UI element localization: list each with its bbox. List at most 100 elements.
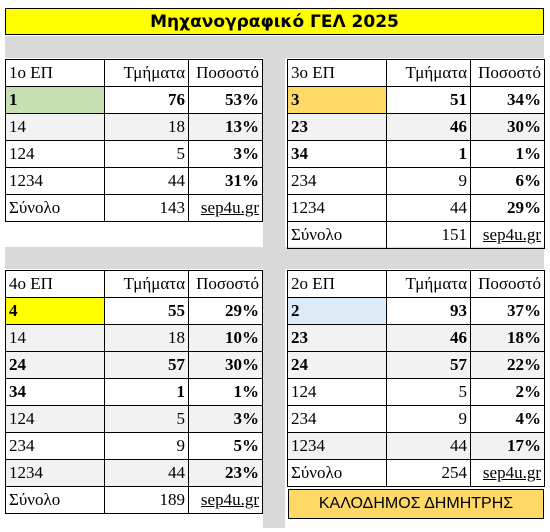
table-ep1: 1ο ΕΠ Τμήματα Ποσοστό 1 76 53% 14 18 13%…: [5, 59, 263, 222]
row-sections: 1: [104, 378, 189, 406]
row-label: 24: [5, 351, 105, 379]
row-percent: 1%: [188, 378, 263, 406]
sep4u-link[interactable]: sep4u.gr: [470, 221, 545, 249]
header-sections: Τμήματα: [386, 270, 471, 298]
sep4u-link[interactable]: sep4u.gr: [470, 459, 545, 487]
row-sections: 46: [386, 113, 471, 141]
header-sections: Τμήματα: [386, 59, 471, 87]
row-percent: 1%: [470, 140, 545, 168]
row-label: 24: [287, 351, 387, 379]
row-label: 34: [287, 140, 387, 168]
header-sections: Τμήματα: [104, 270, 189, 298]
table-row: 1234 44 23%: [5, 459, 263, 487]
row-percent: 6%: [470, 167, 545, 195]
total-sections: 189: [104, 486, 189, 514]
header-label: 1ο ΕΠ: [5, 59, 105, 87]
row-percent: 30%: [470, 113, 545, 141]
sheet-title: Μηχανογραφικό ΓΕΛ 2025: [5, 8, 544, 35]
sep4u-link[interactable]: sep4u.gr: [188, 486, 263, 514]
row-percent: 3%: [188, 140, 263, 168]
header-percent: Ποσοστό: [470, 270, 545, 298]
spacer-column: [263, 58, 285, 528]
row-label: 1234: [287, 432, 387, 460]
table-row: 234 9 5%: [5, 432, 263, 460]
row-sections: 5: [104, 140, 189, 168]
table-row: 124 5 2%: [287, 378, 545, 406]
header-percent: Ποσοστό: [188, 270, 263, 298]
total-row: Σύνολο 151 sep4u.gr: [287, 221, 545, 249]
row-sections: 44: [104, 459, 189, 487]
table-row: 14 18 10%: [5, 324, 263, 352]
table-ep3: 3ο ΕΠ Τμήματα Ποσοστό 3 51 34% 23 46 30%…: [287, 59, 545, 249]
row-sections: 9: [386, 167, 471, 195]
table-row: 34 1 1%: [287, 140, 545, 168]
row-sections: 18: [104, 113, 189, 141]
row-label: 34: [5, 378, 105, 406]
row-sections: 44: [386, 194, 471, 222]
total-label: Σύνολο: [287, 221, 387, 249]
table-header: 4ο ΕΠ Τμήματα Ποσοστό: [5, 270, 263, 298]
row-sections: 44: [104, 167, 189, 195]
total-label: Σύνολο: [5, 194, 105, 222]
row-label: 234: [287, 167, 387, 195]
table-ep4: 4ο ΕΠ Τμήματα Ποσοστό 4 55 29% 14 18 10%…: [5, 270, 263, 514]
row-sections: 5: [386, 378, 471, 406]
table-row: 124 5 3%: [5, 140, 263, 168]
row-label: 124: [5, 140, 105, 168]
row-sections: 46: [386, 324, 471, 352]
row-percent: 2%: [470, 378, 545, 406]
table-row: 24 57 22%: [287, 351, 545, 379]
row-percent: 37%: [470, 297, 545, 325]
row-label: 23: [287, 113, 387, 141]
row-percent: 34%: [470, 86, 545, 114]
row-label: 124: [5, 405, 105, 433]
row-percent: 13%: [188, 113, 263, 141]
row-percent: 31%: [188, 167, 263, 195]
table-row: 14 18 13%: [5, 113, 263, 141]
row-sections: 18: [104, 324, 189, 352]
spacer-row: [5, 36, 544, 58]
row-percent: 10%: [188, 324, 263, 352]
row-percent: 29%: [470, 194, 545, 222]
table-row: 234 9 4%: [287, 405, 545, 433]
row-sections: 1: [386, 140, 471, 168]
total-label: Σύνολο: [287, 459, 387, 487]
row-sections: 55: [104, 297, 189, 325]
table-row: 34 1 1%: [5, 378, 263, 406]
row-percent: 3%: [188, 405, 263, 433]
total-sections: 143: [104, 194, 189, 222]
header-label: 2ο ΕΠ: [287, 270, 387, 298]
table-row: 24 57 30%: [5, 351, 263, 379]
row-sections: 5: [104, 405, 189, 433]
table-row: 124 5 3%: [5, 405, 263, 433]
row-percent: 5%: [188, 432, 263, 460]
header-sections: Τμήματα: [104, 59, 189, 87]
table-row: 234 9 6%: [287, 167, 545, 195]
sep4u-link[interactable]: sep4u.gr: [188, 194, 263, 222]
row-sections: 9: [386, 405, 471, 433]
table-row: 23 46 18%: [287, 324, 545, 352]
row-sections: 57: [386, 351, 471, 379]
row-sections: 76: [104, 86, 189, 114]
row-label: 3: [287, 86, 387, 114]
table-row: 3 51 34%: [287, 86, 545, 114]
author-name: ΚΑΛΟΔΗΜΟΣ ΔΗΜΗΤΡΗΣ: [288, 489, 544, 519]
row-label: 1234: [5, 459, 105, 487]
row-sections: 44: [386, 432, 471, 460]
row-percent: 29%: [188, 297, 263, 325]
header-label: 3ο ΕΠ: [287, 59, 387, 87]
table-header: 2ο ΕΠ Τμήματα Ποσοστό: [287, 270, 545, 298]
row-sections: 9: [104, 432, 189, 460]
row-percent: 53%: [188, 86, 263, 114]
table-row: 4 55 29%: [5, 297, 263, 325]
row-sections: 51: [386, 86, 471, 114]
table-ep2: 2ο ΕΠ Τμήματα Ποσοστό 2 93 37% 23 46 18%…: [287, 270, 545, 487]
row-label: 14: [5, 324, 105, 352]
header-percent: Ποσοστό: [188, 59, 263, 87]
row-percent: 30%: [188, 351, 263, 379]
table-header: 3ο ΕΠ Τμήματα Ποσοστό: [287, 59, 545, 87]
row-label: 1234: [5, 167, 105, 195]
row-label: 234: [287, 405, 387, 433]
table-row: 1 76 53%: [5, 86, 263, 114]
